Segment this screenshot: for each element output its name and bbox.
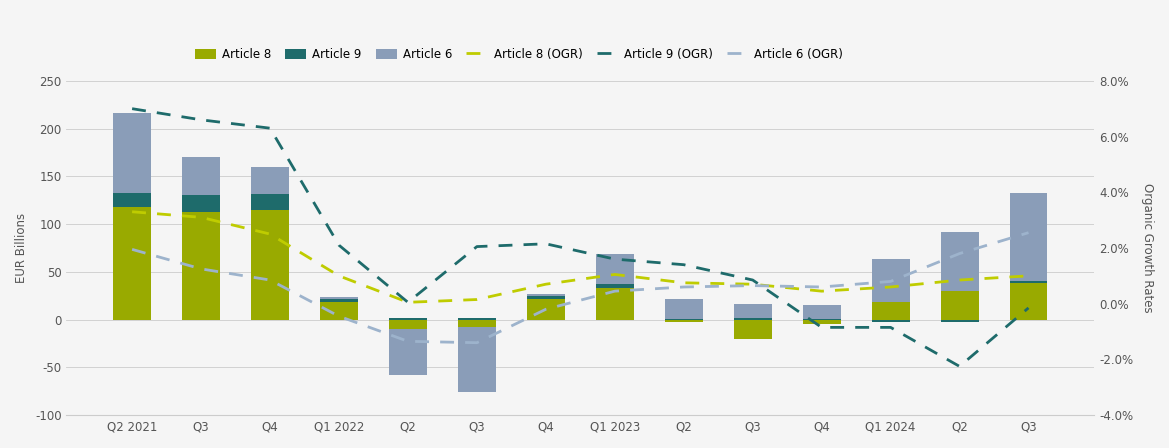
Bar: [665, 299, 703, 319]
Bar: [734, 304, 772, 318]
Bar: [389, 318, 427, 319]
Bar: [872, 319, 909, 323]
Bar: [596, 254, 634, 284]
Bar: [872, 302, 909, 319]
Bar: [320, 302, 358, 319]
Bar: [734, 318, 772, 319]
Bar: [458, 319, 496, 327]
Bar: [1010, 281, 1047, 283]
Bar: [1010, 283, 1047, 319]
Bar: [389, 319, 427, 329]
Bar: [596, 284, 634, 288]
Bar: [527, 296, 565, 299]
Bar: [251, 194, 289, 210]
Bar: [803, 319, 841, 324]
Bar: [941, 319, 978, 323]
Bar: [113, 207, 151, 319]
Bar: [1010, 193, 1047, 281]
Bar: [527, 294, 565, 296]
Bar: [596, 288, 634, 319]
Bar: [803, 305, 841, 319]
Bar: [182, 195, 220, 212]
Bar: [113, 113, 151, 193]
Bar: [458, 318, 496, 319]
Y-axis label: EUR Billions: EUR Billions: [15, 213, 28, 283]
Bar: [941, 232, 978, 291]
Bar: [389, 329, 427, 375]
Y-axis label: Organic Growth Rates: Organic Growth Rates: [1141, 183, 1154, 313]
Bar: [872, 259, 909, 302]
Bar: [182, 157, 220, 195]
Bar: [113, 193, 151, 207]
Bar: [665, 319, 703, 323]
Bar: [941, 291, 978, 319]
Bar: [251, 210, 289, 319]
Bar: [320, 297, 358, 299]
Bar: [320, 299, 358, 302]
Legend: Article 8, Article 9, Article 6, Article 8 (OGR), Article 9 (OGR), Article 6 (OG: Article 8, Article 9, Article 6, Article…: [189, 43, 848, 66]
Bar: [527, 299, 565, 319]
Bar: [734, 319, 772, 339]
Bar: [182, 212, 220, 319]
Bar: [251, 167, 289, 194]
Bar: [458, 327, 496, 392]
